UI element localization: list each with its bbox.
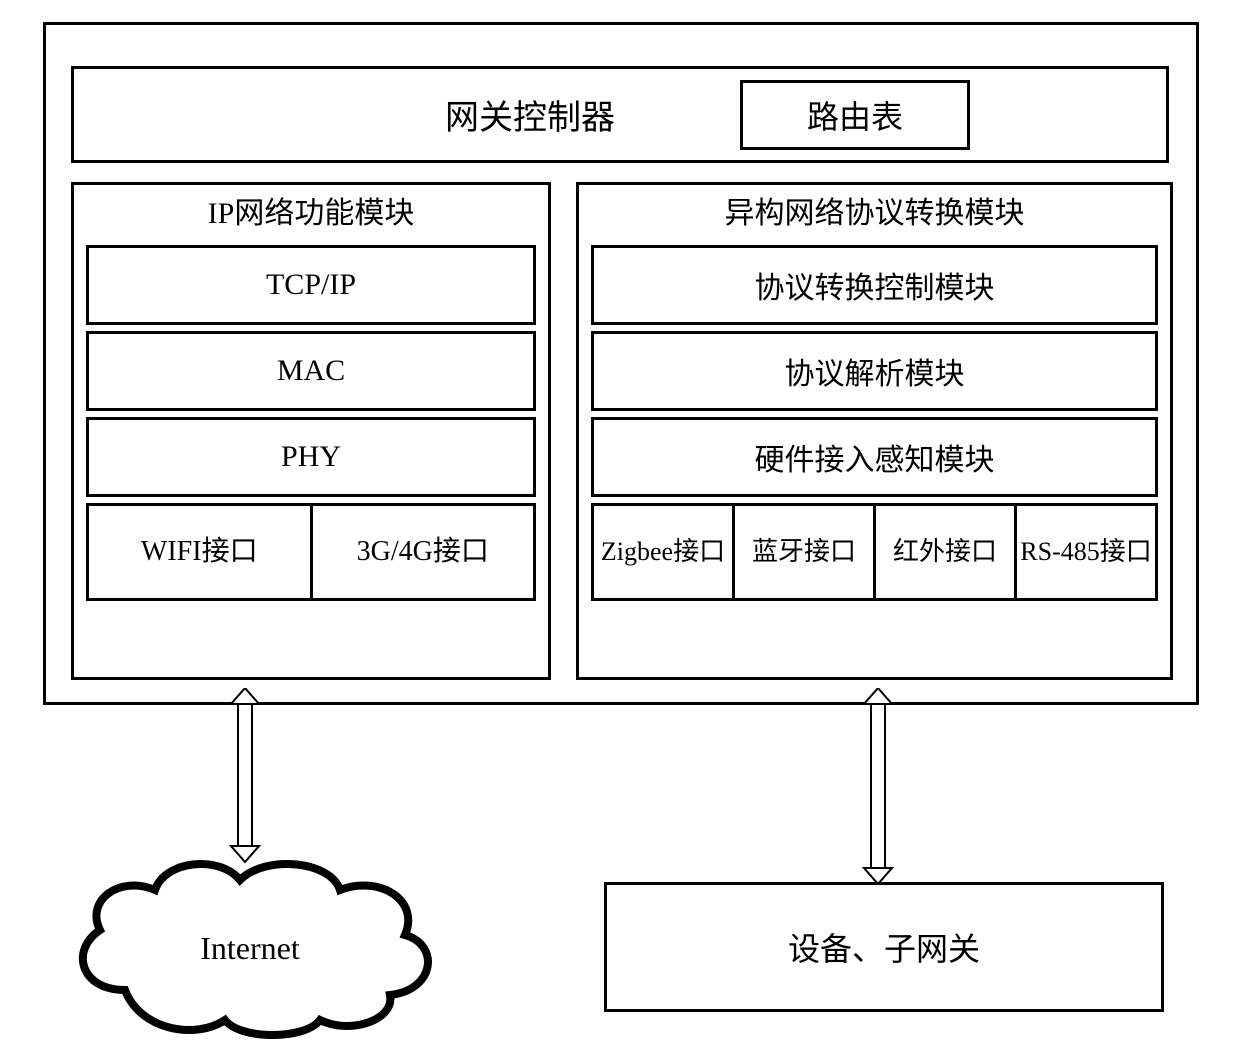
devices-label: 设备、子网关 [788, 924, 980, 970]
phy-label: PHY [281, 440, 341, 474]
zigbee-label: Zigbee接口 [601, 535, 725, 569]
internet-label: Internet [200, 930, 300, 966]
hetero-module-title: 异构网络协议转换模块 [579, 185, 1170, 239]
internet-label-container: Internet [150, 930, 350, 967]
ip-interface-row: WIFI接口 3G/4G接口 [86, 503, 536, 601]
gateway-title: 网关控制器 [445, 90, 615, 139]
routing-table-box: 路由表 [740, 80, 970, 150]
hardware-sense-label: 硬件接入感知模块 [755, 435, 995, 479]
protocol-parse-label: 协议解析模块 [785, 349, 965, 393]
arrow-icon [858, 688, 898, 888]
routing-table-label: 路由表 [807, 92, 903, 138]
hetero-interface-row: Zigbee接口 蓝牙接口 红外接口 RS-485接口 [591, 503, 1158, 601]
phy-box: PHY [86, 417, 536, 497]
infrared-label: 红外接口 [893, 535, 997, 569]
ip-network-module: IP网络功能模块 TCP/IP MAC PHY WIFI接口 3G/4G接口 [71, 182, 551, 680]
mac-label: MAC [277, 354, 345, 388]
zigbee-interface: Zigbee接口 [591, 503, 735, 601]
bluetooth-interface: 蓝牙接口 [732, 503, 876, 601]
wifi-label: WIFI接口 [141, 534, 258, 570]
tcpip-box: TCP/IP [86, 245, 536, 325]
protocol-parse-box: 协议解析模块 [591, 331, 1158, 411]
devices-box: 设备、子网关 [604, 882, 1164, 1012]
ip-module-title: IP网络功能模块 [74, 185, 548, 239]
hardware-sense-box: 硬件接入感知模块 [591, 417, 1158, 497]
tcpip-label: TCP/IP [266, 268, 356, 302]
rs485-interface: RS-485接口 [1014, 503, 1158, 601]
right-arrow [858, 688, 898, 893]
hetero-network-module: 异构网络协议转换模块 协议转换控制模块 协议解析模块 硬件接入感知模块 Zigb… [576, 182, 1173, 680]
protocol-convert-label: 协议转换控制模块 [755, 263, 995, 307]
bluetooth-label: 蓝牙接口 [752, 535, 856, 569]
rs485-label: RS-485接口 [1020, 535, 1151, 569]
infrared-interface: 红外接口 [873, 503, 1017, 601]
wifi-interface: WIFI接口 [86, 503, 313, 601]
gateway-header-bar: 网关控制器 [71, 66, 1169, 163]
3g4g-label: 3G/4G接口 [357, 534, 489, 570]
mac-box: MAC [86, 331, 536, 411]
3g4g-interface: 3G/4G接口 [310, 503, 537, 601]
protocol-convert-box: 协议转换控制模块 [591, 245, 1158, 325]
